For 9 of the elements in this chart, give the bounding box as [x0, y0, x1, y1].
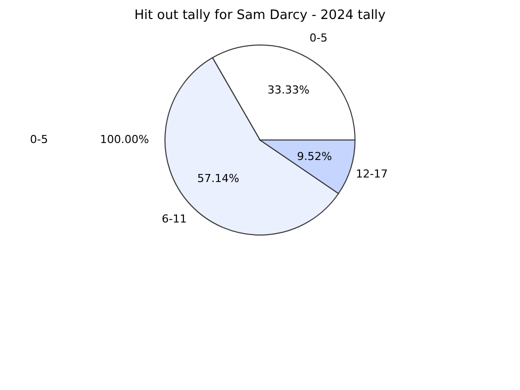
data-label: 9.52% [296, 150, 332, 163]
data-label: 33.33% [268, 84, 310, 97]
data-label: 57.14% [197, 172, 240, 185]
text: 0-5 [30, 133, 48, 146]
slice-label: 6-11 [162, 212, 187, 226]
slice-label: 12-17 [356, 167, 388, 180]
chart-title: Hit out tally for Sam Darcy - 2024 tally [134, 8, 386, 23]
slice-label: 0-5 [310, 32, 328, 45]
text: 100.00% [100, 133, 149, 146]
